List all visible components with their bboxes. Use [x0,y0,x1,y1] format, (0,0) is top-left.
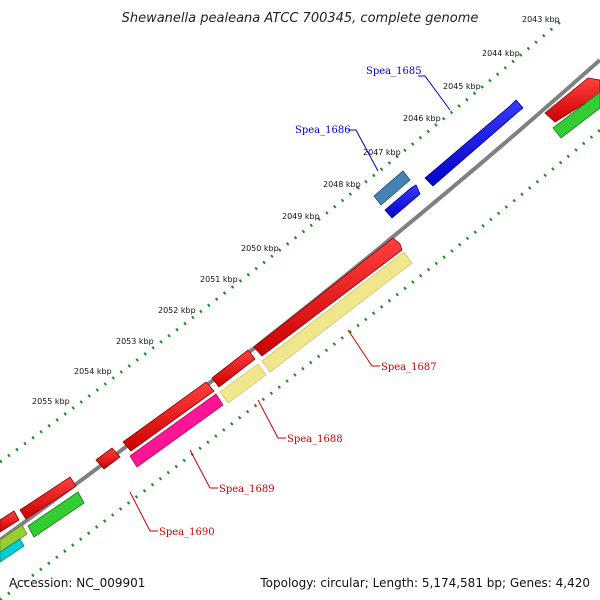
gene-feature-red-3[interactable] [122,381,215,452]
leader-line-spea-1686 [348,129,379,172]
gene-feature-magenta[interactable] [129,393,224,468]
tick-label: 2047 kbp [363,148,401,157]
forward-strand-features [373,77,600,219]
gene-label-spea-1687[interactable]: Spea_1687 [381,362,437,373]
gene-feature-spea-1685[interactable] [424,99,524,187]
tick-label: 2045 kbp [443,82,481,91]
gene-feature-cyan[interactable] [0,538,25,563]
tick-label: 2050 kbp [241,244,279,253]
leader-line-spea-1689 [189,449,218,489]
gene-feature-olive[interactable] [0,524,28,553]
topology-summary: Topology: circular; Length: 5,174,581 bp… [260,576,590,590]
scale-ring-outer [0,20,561,464]
tick-label: 2048 kbp [323,180,361,189]
tick-label: 2053 kbp [116,337,154,346]
leader-line-spea-1690 [129,491,158,532]
gene-label-spea-1689[interactable]: Spea_1689 [219,484,275,495]
map-title: Shewanella pealeana ATCC 700345, complet… [122,11,479,26]
gene-feature-red-5[interactable] [19,476,77,520]
gene-feature-spea-1686-b[interactable] [384,184,421,219]
gene-label-spea-1686[interactable]: Spea_1686 [295,125,351,136]
gene-label-spea-1688[interactable]: Spea_1688 [287,434,343,445]
tick-label: 2049 kbp [282,212,320,221]
gene-feature-green[interactable] [27,491,85,538]
tick-label: 2044 kbp [482,49,520,58]
gene-feature-spea-1686[interactable] [373,170,411,206]
gene-feature-red-6[interactable] [0,510,20,533]
gene-label-spea-1685[interactable]: Spea_1685 [366,66,422,77]
gene-feature-right-red[interactable] [544,77,600,123]
scale-tick-labels: 2043 kbp 2044 kbp 2045 kbp 2046 kbp 2047… [32,15,560,406]
gene-feature-red-4[interactable] [95,447,121,470]
gene-feature-yellow-2[interactable] [219,363,267,404]
tick-label: 2043 kbp [522,15,560,24]
scale-ring-inner [0,128,600,600]
label-leader-lines [129,75,451,532]
tick-label: 2052 kbp [158,306,196,315]
gene-feature-spea-1687[interactable] [253,237,403,357]
leader-line-spea-1687 [347,329,380,367]
reverse-strand-features [0,237,403,533]
gene-labels: Spea_1685 Spea_1686 Spea_1687 Spea_1688 … [159,66,437,538]
category-features [0,251,413,563]
gene-feature-yellow[interactable] [261,251,413,373]
leader-line-spea-1688 [257,399,286,439]
tick-label: 2051 kbp [200,275,238,284]
gene-feature-red-2[interactable] [211,349,256,388]
tick-label: 2054 kbp [74,367,112,376]
accession-label: Accession: NC_009901 [9,576,146,590]
tick-label: 2046 kbp [403,114,441,123]
gene-feature-right-green[interactable] [552,91,600,139]
tick-label: 2055 kbp [32,397,70,406]
gene-label-spea-1690[interactable]: Spea_1690 [159,527,215,538]
leader-line-spea-1685 [418,75,451,111]
